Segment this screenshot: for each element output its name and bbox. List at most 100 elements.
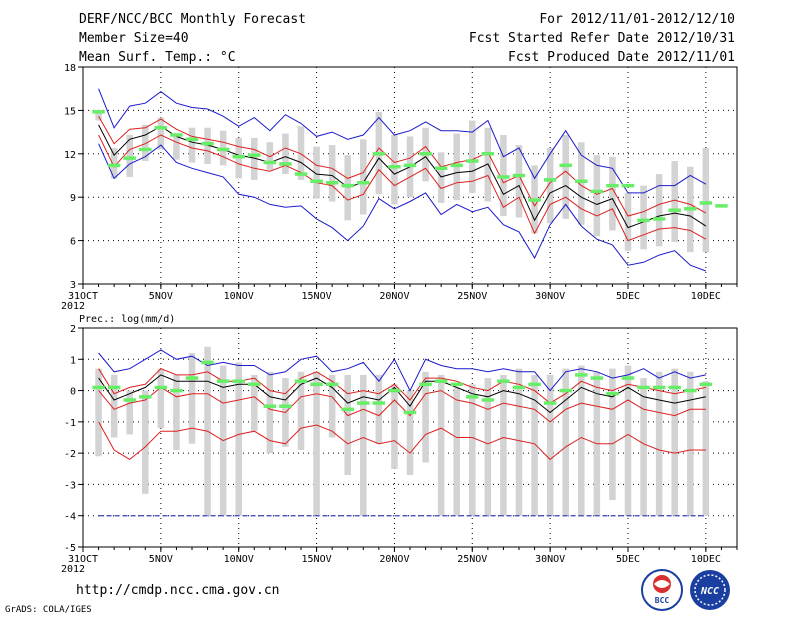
precip-panel-title: Prec.: log(mm/d) [79, 314, 175, 325]
temp-spread-box [204, 127, 211, 164]
temp-ytick-label: 6 [70, 237, 76, 248]
temp-spread-box [110, 148, 118, 179]
prec-spread-box [655, 371, 663, 516]
prec-xtick-label: 10NOV [224, 554, 254, 565]
temp-spread-box [437, 152, 445, 203]
temp-spread-box [624, 192, 632, 251]
bcc-logo-swirl [654, 580, 670, 588]
temp-xtick-label: 10DEC [691, 291, 721, 302]
temp-spread-box [188, 127, 196, 163]
prec-spread-box [251, 374, 258, 432]
temp-xtick-label: 20NOV [379, 291, 409, 302]
temp-spread-box [469, 120, 476, 193]
temp-ytick-label: 9 [70, 193, 76, 204]
prec-spread-box [671, 368, 678, 516]
prec-spread-box [142, 390, 149, 494]
prec-spread-box [500, 374, 507, 516]
prec-spread-box [188, 353, 196, 444]
header-left-line-3: Mean Surf. Temp.: °C [79, 50, 236, 65]
prec-xtick-label: 15NOV [302, 554, 332, 565]
temp-spread-box [266, 142, 274, 170]
prec-spread-box [344, 374, 351, 476]
ncc-logo: NCC [690, 570, 730, 610]
header-right-line-2: Fcst Started Refer Date 2012/10/31 [469, 31, 735, 46]
prec-spread-box [422, 371, 429, 463]
prec-spread-box [515, 368, 523, 516]
temp-xtick-year: 2012 [61, 301, 85, 312]
temp-xtick-label: 25NOV [457, 291, 487, 302]
temp-spread-box [157, 117, 165, 150]
prec-ytick-label: -5 [64, 543, 76, 554]
prec-spread-box [360, 374, 367, 516]
header-left-line-2: Member Size=40 [79, 31, 189, 46]
prec-spread-box [562, 368, 569, 516]
prec-xtick-label: 31OCT [68, 554, 98, 565]
temp-spread-box [546, 148, 554, 224]
temp-xtick-label: 5DEC [616, 291, 640, 302]
temp-spread-box [609, 156, 616, 231]
temp-spread-box [640, 185, 647, 250]
prec-spread-box [531, 374, 538, 516]
ncc-logo-ring [694, 574, 726, 606]
temp-spread-box [344, 155, 351, 221]
prec-spread-box [157, 368, 165, 429]
temp-spread-box [671, 161, 678, 243]
header-right-line-1: For 2012/11/01-2012/12/10 [539, 12, 735, 27]
temp-series-mean [98, 124, 707, 229]
prec-series-mean [98, 374, 707, 414]
prec-spread-box [173, 374, 180, 451]
temp-xtick-label: 30NOV [535, 291, 565, 302]
temp-spread-box [593, 155, 601, 237]
temp-spread-box [655, 174, 663, 247]
prec-ytick-label: 1 [70, 355, 76, 366]
temp-ytick-label: 12 [64, 150, 76, 161]
prec-spread-box [126, 390, 133, 435]
prec-series-lower [98, 386, 706, 423]
prec-frame [82, 327, 738, 548]
ncc-logo-text: NCC [700, 586, 719, 597]
temp-spread-box [251, 137, 258, 180]
prec-series-max [98, 349, 707, 392]
prec-spread-box [640, 378, 647, 516]
prec-spread-box [437, 374, 445, 516]
prec-ytick-label: -3 [64, 480, 76, 491]
prec-xtick-label: 5NOV [149, 554, 173, 565]
prec-spread-box [95, 368, 102, 457]
prec-spread-box [375, 374, 383, 444]
temp-spread-box [297, 126, 305, 180]
prec-spread-box [266, 371, 274, 454]
bcc-logo-text: BCC [655, 596, 670, 605]
temp-ytick-label: 15 [64, 106, 76, 117]
prec-spread-box [297, 371, 305, 451]
temp-spread-box [313, 146, 320, 199]
temp-spread-box [391, 134, 398, 205]
temp-series-upper [98, 115, 707, 217]
prec-xtick-year: 2012 [61, 564, 85, 575]
footer-url[interactable]: http://cmdp.ncc.cma.gov.cn [76, 583, 280, 598]
prec-spread-box [624, 365, 632, 516]
prec-series-upper [98, 368, 707, 404]
bcc-logo: BCC [641, 569, 683, 611]
prec-spread-box [235, 362, 242, 516]
header-left-line-1: DERF/NCC/BCC Monthly Forecast [79, 12, 306, 27]
prec-spread-box [578, 365, 585, 516]
prec-ytick-label: 2 [70, 324, 76, 335]
prec-spread-box [484, 378, 492, 516]
temp-series-min [98, 143, 707, 272]
prec-spread-box [453, 387, 460, 516]
prec-xtick-label: 5DEC [616, 554, 640, 565]
temp-xtick-label: 5NOV [149, 291, 173, 302]
footer-grads-credit: GrADS: COLA/IGES [5, 605, 92, 615]
prec-xtick-label: 30NOV [535, 554, 565, 565]
temp-spread-box [328, 145, 336, 202]
prec-spread-box [313, 371, 320, 516]
temp-spread-box [578, 142, 585, 225]
precipitation-panel: -5 -4 -3 -2 -1 0 1 2 31OCT 5NOV 10NOV 15NOV 20NOV 25N… [61, 324, 738, 575]
temp-spread-box [173, 133, 180, 160]
temp-spread-box [702, 148, 710, 253]
prec-series-min [98, 421, 706, 461]
temp-spread-box [360, 139, 367, 215]
prec-ytick-label: 0 [70, 387, 76, 398]
prec-ytick-label: -2 [64, 449, 76, 460]
